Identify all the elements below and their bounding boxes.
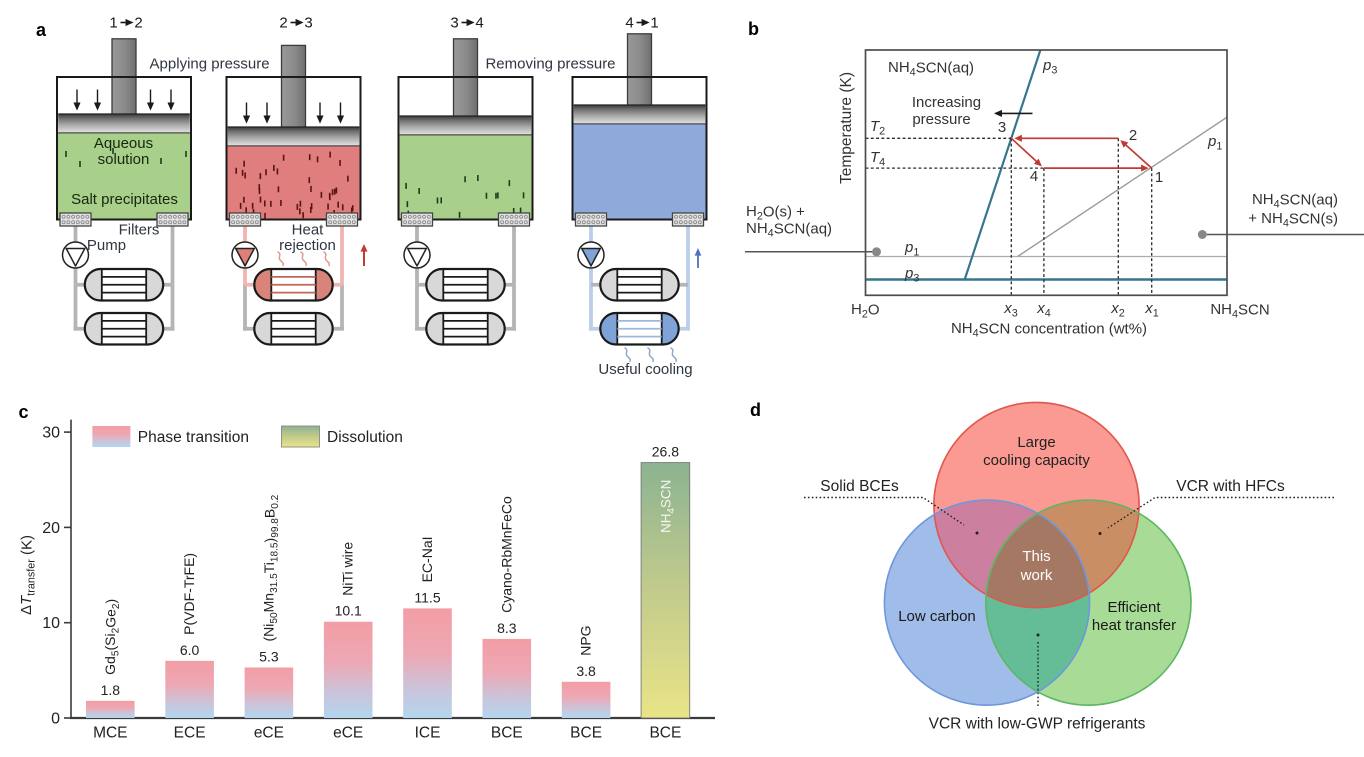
svg-text:H2​O(s) +: H2​O(s) +: [746, 203, 805, 223]
svg-text:p1​: p1​: [1207, 133, 1222, 153]
svg-text:+ NH4​SCN(s): + NH4​SCN(s): [1248, 210, 1338, 230]
svg-text:Cyano-RbMnFeCo: Cyano-RbMnFeCo: [498, 496, 514, 613]
svg-text:a: a: [36, 20, 47, 40]
svg-text:cooling capacity: cooling capacity: [983, 452, 1090, 469]
svg-text:20: 20: [42, 520, 60, 537]
svg-text:BCE: BCE: [649, 725, 681, 742]
svg-text:b: b: [748, 19, 759, 39]
svg-text:3: 3: [304, 15, 312, 32]
svg-text:ECE: ECE: [174, 725, 206, 742]
svg-text:Pump: Pump: [87, 237, 126, 254]
svg-text:1.8: 1.8: [101, 682, 121, 698]
svg-text:Solid BCEs: Solid BCEs: [820, 478, 899, 495]
svg-text:P(VDF-TrFE): P(VDF-TrFE): [181, 553, 197, 635]
svg-text:NH4​SCN: NH4​SCN: [658, 480, 677, 533]
svg-text:p3​: p3​: [1042, 57, 1057, 77]
svg-text:x3​: x3​: [1003, 300, 1018, 320]
svg-text:Heat: Heat: [292, 222, 325, 239]
svg-text:4: 4: [1030, 168, 1038, 185]
svg-text:8.3: 8.3: [497, 620, 517, 636]
svg-text:Salt precipitates: Salt precipitates: [71, 191, 178, 208]
svg-text:c: c: [19, 402, 29, 422]
svg-text:x2​: x2​: [1110, 300, 1125, 320]
svg-text:VCR with HFCs: VCR with HFCs: [1176, 478, 1285, 495]
svg-text:x4​: x4​: [1036, 300, 1051, 320]
svg-text:eCE: eCE: [333, 725, 363, 742]
svg-text:p3​: p3​: [904, 265, 919, 285]
svg-text:Filters: Filters: [119, 222, 160, 239]
svg-text:work: work: [1020, 567, 1053, 584]
svg-text:1: 1: [109, 15, 117, 32]
svg-text:Efficient: Efficient: [1107, 599, 1161, 616]
svg-text:6.0: 6.0: [180, 642, 200, 658]
svg-text:VCR with low-GWP refrigerants: VCR with low-GWP refrigerants: [929, 716, 1146, 733]
svg-text:Dissolution: Dissolution: [327, 429, 403, 446]
svg-text:NH4​SCN concentration (wt%): NH4​SCN concentration (wt%): [951, 320, 1147, 340]
svg-text:4: 4: [475, 15, 483, 32]
svg-text:BCE: BCE: [570, 725, 602, 742]
svg-text:NH4​SCN: NH4​SCN: [1210, 301, 1269, 321]
svg-text:26.8: 26.8: [652, 444, 679, 460]
svg-text:Temperature (K): Temperature (K): [838, 72, 855, 184]
svg-text:10: 10: [42, 615, 60, 632]
svg-text:Increasing: Increasing: [912, 94, 981, 111]
svg-text:This: This: [1022, 548, 1050, 565]
svg-text:T4​: T4​: [870, 149, 885, 169]
svg-text:Phase transition: Phase transition: [138, 429, 249, 446]
svg-text:3: 3: [998, 119, 1006, 136]
svg-text:(Ni50​Mn31.5​Ti18.5​)99.8​B0.2: (Ni50​Mn31.5​Ti18.5​)99.8​B0.2​: [260, 494, 281, 641]
svg-text:Removing pressure: Removing pressure: [485, 56, 615, 73]
svg-text:Aqueous: Aqueous: [94, 135, 153, 152]
svg-text:4: 4: [625, 15, 633, 32]
svg-text:MCE: MCE: [93, 725, 127, 742]
svg-text:30: 30: [42, 425, 60, 442]
svg-text:NPG: NPG: [578, 625, 594, 655]
svg-text:rejection: rejection: [279, 237, 336, 254]
svg-text:H2​O: H2​O: [851, 301, 880, 321]
svg-text:Useful cooling: Useful cooling: [598, 361, 692, 378]
svg-text:5.3: 5.3: [259, 648, 279, 664]
svg-text:NH4​SCN(aq): NH4​SCN(aq): [1252, 191, 1338, 211]
svg-text:heat transfer: heat transfer: [1092, 617, 1176, 634]
svg-text:BCE: BCE: [491, 725, 523, 742]
svg-text:2: 2: [134, 15, 142, 32]
svg-text:2: 2: [279, 15, 287, 32]
svg-text:1: 1: [1155, 169, 1163, 186]
svg-text:NiTi wire: NiTi wire: [340, 542, 356, 596]
svg-text:Large: Large: [1017, 434, 1055, 451]
svg-text:Low carbon: Low carbon: [898, 608, 976, 625]
svg-text:3: 3: [450, 15, 458, 32]
svg-text:11.5: 11.5: [414, 589, 440, 605]
svg-text:p1​: p1​: [904, 239, 919, 259]
svg-text:solution: solution: [98, 151, 150, 168]
svg-text:Gd5​(Si2​Ge2​): Gd5​(Si2​Ge2​): [102, 599, 122, 675]
svg-text:NH4​SCN(aq): NH4​SCN(aq): [888, 59, 974, 79]
svg-text:1: 1: [650, 15, 658, 32]
svg-text:ΔTtransfer​ (K): ΔTtransfer​ (K): [18, 535, 38, 615]
svg-text:eCE: eCE: [254, 725, 284, 742]
svg-text:ICE: ICE: [415, 725, 441, 742]
svg-text:pressure: pressure: [912, 111, 970, 128]
svg-text:Applying pressure: Applying pressure: [150, 56, 270, 73]
svg-text:10.1: 10.1: [335, 603, 362, 619]
svg-text:x1​: x1​: [1144, 300, 1159, 320]
svg-text:d: d: [750, 400, 761, 420]
svg-text:EC-NaI: EC-NaI: [419, 536, 435, 582]
svg-text:NH4​SCN(aq): NH4​SCN(aq): [746, 220, 832, 240]
svg-text:2: 2: [1129, 127, 1137, 144]
svg-text:T2​: T2​: [870, 118, 885, 138]
svg-text:3.8: 3.8: [576, 663, 596, 679]
svg-text:0: 0: [51, 711, 60, 728]
